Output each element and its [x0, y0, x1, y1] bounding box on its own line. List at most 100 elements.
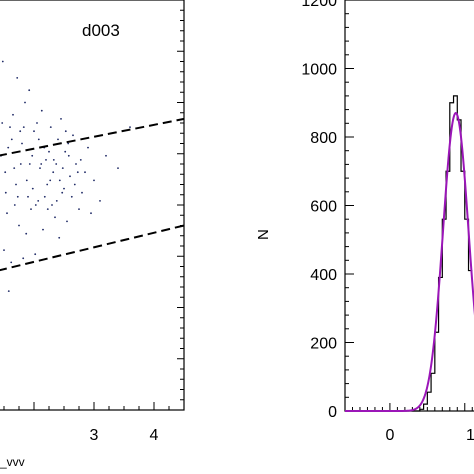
scatter-point	[51, 204, 53, 206]
scatter-point	[28, 89, 31, 92]
scatter-point	[73, 183, 76, 186]
scatter-point	[28, 163, 31, 165]
scatter-point	[22, 126, 25, 128]
dashed-lines	[0, 117, 185, 272]
scatter-point	[7, 146, 10, 149]
scatter-point	[37, 200, 40, 202]
scatter-point	[46, 208, 49, 211]
scatter-point	[129, 126, 131, 128]
scatter-point	[31, 154, 34, 157]
scatter-point	[64, 130, 67, 133]
scatter-point	[21, 142, 23, 145]
right-x-tick-label-partial: 1	[466, 427, 474, 444]
dashed-line	[0, 224, 185, 272]
scatter-point	[57, 138, 59, 141]
scatter-point	[61, 167, 64, 170]
scatter-point	[72, 134, 74, 137]
scatter-point	[54, 216, 56, 219]
scatter-point	[58, 236, 61, 239]
scatter-point	[7, 290, 10, 292]
scatter-point	[27, 195, 29, 198]
scatter-point	[1, 60, 4, 63]
left-x-axis-label: _vvv	[0, 455, 25, 469]
right-plot-frame	[344, 0, 474, 412]
right-y-tick-label: 200	[310, 336, 337, 353]
scatter-point	[30, 208, 32, 211]
scatter-point	[19, 163, 22, 165]
scatter-point	[45, 159, 47, 161]
scatter-point	[84, 171, 86, 174]
scatter-point	[15, 183, 17, 186]
dashed-line	[0, 117, 185, 157]
histogram-steps	[345, 95, 473, 412]
scatter-point	[16, 195, 19, 198]
scatter-point	[39, 167, 41, 170]
left-x-tick-label: 4	[150, 427, 159, 444]
scatter-point	[66, 220, 68, 223]
scatter-point	[90, 212, 92, 215]
left-scatter-panel: d003 3 4 _vvv	[0, 0, 185, 469]
scatter-point	[55, 163, 58, 165]
right-y-tick-label: 400	[310, 267, 337, 284]
scatter-point	[25, 179, 28, 182]
scatter-point	[31, 187, 34, 190]
gaussian-fit-curve	[345, 111, 474, 412]
scatter-point	[67, 142, 70, 145]
scatter-point	[79, 159, 82, 161]
scatter-point	[46, 183, 49, 186]
panel-label: d003	[82, 21, 120, 40]
scatter-point	[18, 224, 20, 227]
y-axis-label-n: N	[255, 229, 272, 240]
right-axis-ticks	[345, 0, 473, 412]
scatter-point	[49, 179, 52, 182]
scatter-point	[69, 175, 71, 178]
scatter-point	[33, 130, 35, 133]
scatter-point	[87, 146, 89, 149]
left-axis-ticks	[3, 9, 185, 410]
scatter-point	[49, 126, 52, 128]
scatter-point	[12, 113, 14, 116]
scatter-point	[75, 163, 77, 165]
left-x-tick-label: 3	[90, 427, 99, 444]
scatter-point	[36, 122, 38, 124]
scatter-point	[55, 200, 58, 202]
scatter-point	[4, 171, 7, 174]
scatter-point	[81, 191, 83, 194]
scatter-point	[43, 195, 46, 198]
scatter-point	[117, 167, 119, 170]
scatter-point	[105, 154, 107, 157]
right-y-tick-label: 1200	[301, 0, 337, 10]
scatter-point	[61, 191, 64, 194]
scatter-point	[99, 200, 101, 202]
scatter-point	[70, 195, 73, 198]
scatter-point	[64, 150, 67, 153]
scatter-point	[63, 187, 65, 190]
scatter-point	[9, 126, 11, 128]
scatter-point	[60, 118, 62, 120]
scatter-point	[4, 191, 7, 194]
scatter-point	[58, 179, 61, 182]
left-plot-frame	[0, 0, 185, 411]
scatter-point	[19, 130, 22, 133]
right-y-tick-labels: 0 200 400 600 800 1000 1200	[301, 0, 337, 421]
scatter-point	[34, 204, 37, 206]
scatter-points	[0, 60, 131, 292]
scatter-point	[52, 159, 55, 161]
scatter-point	[13, 204, 16, 206]
scatter-point	[6, 212, 8, 215]
right-y-tick-label: 600	[310, 199, 337, 216]
scatter-point	[13, 167, 16, 170]
scatter-point	[67, 154, 70, 157]
scatter-point	[3, 249, 5, 252]
scatter-point	[25, 232, 28, 235]
scatter-point	[93, 179, 95, 182]
scatter-point	[40, 163, 43, 165]
scatter-point	[42, 228, 44, 231]
scatter-point	[34, 253, 37, 256]
scatter-point	[37, 138, 40, 141]
scatter-point	[22, 257, 25, 260]
right-y-tick-label: 800	[310, 130, 337, 147]
